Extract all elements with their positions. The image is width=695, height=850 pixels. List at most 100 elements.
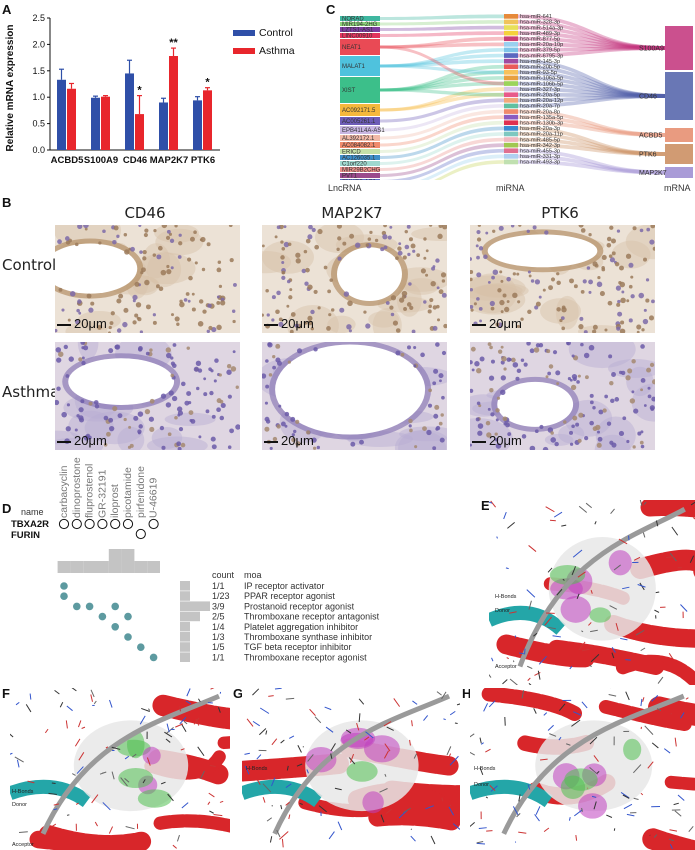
sankey-node-mirna	[504, 58, 518, 64]
sankey-link-lnc-mirna	[380, 81, 504, 92]
sankey-link-mirna-mrna	[518, 160, 665, 175]
moa-label: Thromboxane synthase inhibitor	[244, 632, 372, 642]
sankey-label-mirna: hsa-miR-93-5p	[520, 70, 557, 76]
scale-bar-label: 20μm	[74, 433, 107, 448]
target-membership-dot	[110, 518, 121, 530]
docking-image-e: H-Bonds Donor Acceptor	[489, 500, 695, 685]
sankey-node-lnc	[340, 104, 380, 116]
scale-bar: 20μm	[57, 433, 107, 448]
sankey-link-mirna-mrna	[518, 70, 665, 98]
y-tick-label: 0.5	[32, 119, 45, 129]
sankey-node-mirna	[504, 120, 518, 126]
sankey-label-mrna: MAP2K7	[639, 170, 667, 177]
sankey-link-lnc-mirna	[380, 132, 504, 165]
donor-label: Donor	[12, 802, 27, 808]
docking-image-g: H-Bonds	[242, 688, 460, 850]
sankey-link-lnc-mirna	[380, 70, 504, 92]
drug-set-size-bar	[70, 561, 84, 573]
moa-size-bar	[180, 591, 190, 601]
sankey-link-lnc-mirna	[380, 20, 504, 26]
target-membership-dot	[84, 518, 95, 530]
sankey-node-mirna	[504, 36, 518, 42]
drug-set-size-bar	[83, 561, 96, 573]
sankey-label-mirna: hsa-miR-20a-5p	[520, 93, 560, 99]
sankey-link-lnc-mirna	[380, 148, 504, 180]
sankey-link-lnc-mirna	[380, 59, 504, 68]
sankey-node-lnc	[340, 39, 380, 55]
sankey-node-mirna	[504, 92, 518, 98]
panel-label-a: A	[2, 2, 12, 17]
sankey-label-lnc: AC126035.1	[342, 156, 376, 162]
sankey-node-mirna	[504, 137, 518, 142]
drug-set-size-bar	[121, 549, 135, 573]
bar-asthma-s100a9	[101, 96, 110, 150]
donor-label: Donor	[474, 782, 489, 788]
moa-label: Platelet aggregation inhibitor	[244, 622, 358, 632]
sankey-link-mirna-mrna	[518, 64, 665, 98]
y-tick-label: 1.5	[32, 66, 45, 76]
sankey-link-mirna-mrna	[518, 126, 665, 156]
sankey-node-mirna	[504, 47, 518, 53]
docking-image-f: H-Bonds Donor Acceptor	[10, 688, 230, 850]
sankey-node-mirna	[504, 19, 518, 25]
sankey-node-mirna	[504, 103, 518, 109]
y-tick-label: 2.5	[32, 13, 45, 23]
target-label-tbxa2r: TBXA2R	[11, 519, 49, 530]
hbond-label: H-Bonds	[12, 789, 34, 795]
drug-set-size-bar	[57, 561, 71, 573]
moa-size-bar	[180, 642, 190, 652]
sankey-label-mrna: ACBD5	[639, 133, 662, 140]
sankey-node-mrna	[665, 72, 693, 120]
moa-drug-dot	[124, 633, 132, 641]
moa-label: Prostanoid receptor agonist	[244, 601, 355, 611]
scale-bar-label: 20μm	[74, 316, 107, 331]
moa-size-bar	[180, 601, 210, 611]
sankey-node-mirna	[504, 131, 518, 137]
sankey-link-lnc-mirna	[380, 104, 504, 132]
hbond-label: H-Bonds	[246, 766, 268, 772]
moa-label: IP receptor activator	[244, 581, 324, 591]
col-label-ptk6: PTK6	[541, 204, 579, 222]
sankey-node-mrna	[665, 26, 693, 70]
moa-drug-dot	[60, 582, 68, 590]
sankey-label-mirna: hsa-miR-20a-7p	[520, 104, 560, 110]
panel-label-b: B	[2, 195, 12, 210]
drug-set-size-bar	[134, 561, 148, 573]
panel-label-h: H	[462, 686, 472, 701]
sankey-label-lnc: MALAT1	[342, 64, 366, 70]
moa-label: TGF beta receptor inhibitor	[244, 642, 352, 652]
sankey-label-mirna: hsa-miR-20a-10p	[520, 42, 563, 48]
sankey-link-lnc-mirna	[380, 14, 504, 20]
sankey-link-lnc-mirna	[380, 31, 504, 37]
sankey-node-mrna	[665, 167, 693, 178]
sankey-label-lnc: MIR29B2CHG	[342, 168, 381, 174]
sankey-link-mirna-mrna	[518, 109, 665, 137]
sankey-label-mirna: hsa-miR-145-3p	[520, 59, 560, 65]
category-label-acbd5: ACBD5	[51, 155, 84, 166]
sankey-link-mirna-mrna	[518, 20, 665, 50]
sankey-link-mirna-mrna	[518, 36, 665, 50]
target-membership-dot	[58, 518, 70, 530]
moa-count: 1/1	[212, 652, 225, 662]
sankey-link-lnc-mirna	[380, 115, 504, 147]
moa-drug-dot	[137, 643, 145, 651]
sankey-link-lnc-mirna	[419, 154, 504, 180]
sankey-label-mirna: hsa-miR-331-3p	[520, 154, 560, 160]
sankey-node-mirna	[504, 64, 518, 70]
sankey-label-mirna: hsa-miR-342-3p	[520, 143, 560, 149]
moa-size-bar	[180, 611, 200, 622]
sankey-node-mirna	[504, 75, 518, 81]
sankey-node-lnc	[340, 56, 380, 76]
sankey-link-mirna-mrna	[518, 76, 665, 98]
sankey-node-lnc	[340, 126, 380, 134]
category-label-map2k7: MAP2K7	[150, 155, 189, 166]
count-header: count	[212, 570, 235, 580]
sankey-link-lnc-mirna	[380, 25, 504, 31]
sankey-link-mirna-mrna	[518, 92, 665, 98]
bar-control-ptk6	[193, 100, 202, 150]
sankey-label-lnc: EPB41L4A-AS1	[342, 128, 385, 134]
sankey-link-mirna-mrna	[518, 59, 665, 98]
sankey-label-mirna: hsa-miR-514a-3p	[520, 25, 563, 31]
histology-image-control-ptk6: 20μm	[470, 225, 655, 333]
bar-control-map2k7	[159, 102, 168, 150]
